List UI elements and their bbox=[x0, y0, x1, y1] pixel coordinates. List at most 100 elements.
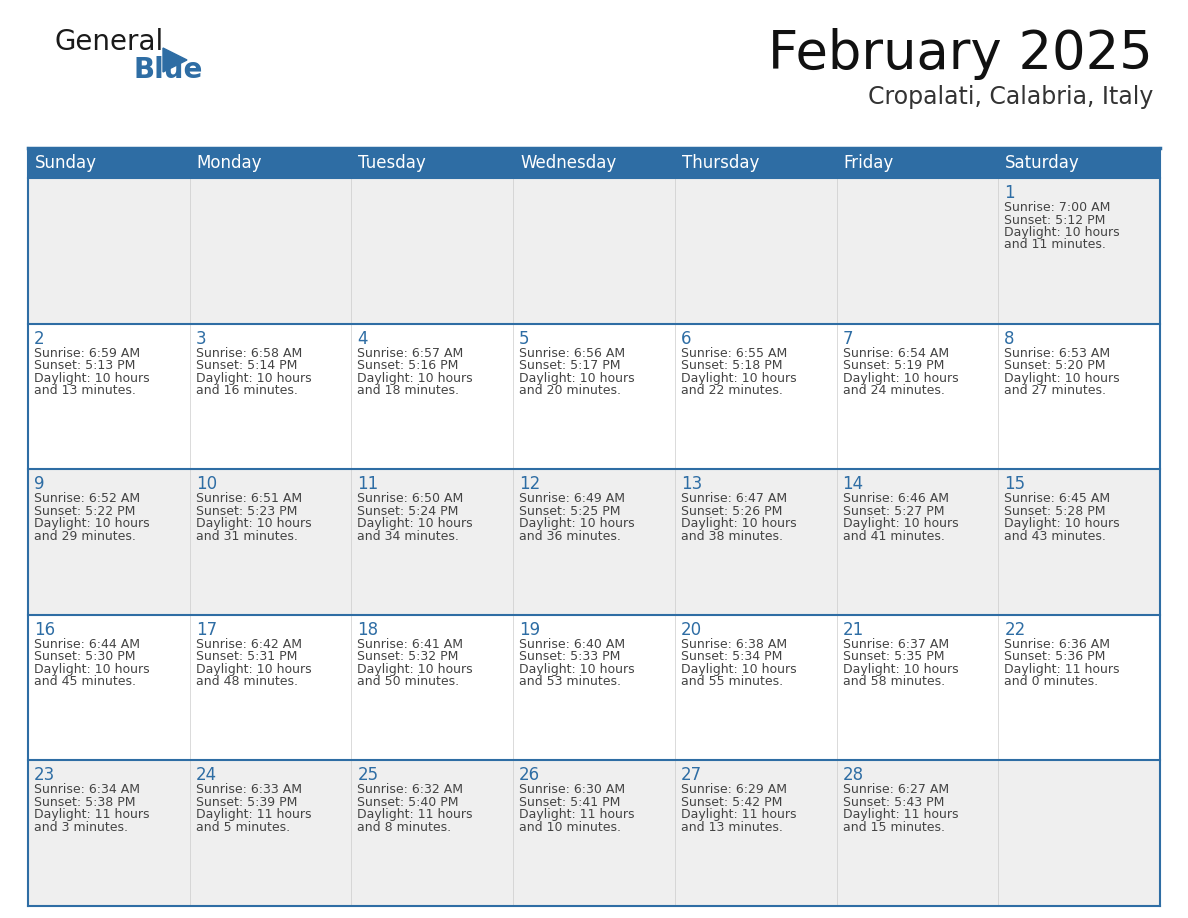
Text: Daylight: 11 hours: Daylight: 11 hours bbox=[34, 809, 150, 822]
Bar bbox=[513, 324, 675, 469]
Text: Daylight: 10 hours: Daylight: 10 hours bbox=[842, 372, 959, 385]
Text: 21: 21 bbox=[842, 621, 864, 639]
Text: Sunset: 5:41 PM: Sunset: 5:41 PM bbox=[519, 796, 620, 809]
Bar bbox=[352, 469, 513, 615]
Text: Daylight: 10 hours: Daylight: 10 hours bbox=[1004, 226, 1120, 239]
Text: 1: 1 bbox=[1004, 184, 1015, 202]
Text: Sunrise: 6:36 AM: Sunrise: 6:36 AM bbox=[1004, 638, 1111, 651]
Text: Daylight: 10 hours: Daylight: 10 hours bbox=[196, 517, 311, 531]
Text: and 11 minutes.: and 11 minutes. bbox=[1004, 239, 1106, 252]
Text: Sunset: 5:36 PM: Sunset: 5:36 PM bbox=[1004, 650, 1106, 664]
Text: Sunrise: 6:56 AM: Sunrise: 6:56 AM bbox=[519, 347, 625, 360]
Text: and 0 minutes.: and 0 minutes. bbox=[1004, 676, 1099, 688]
Text: and 34 minutes.: and 34 minutes. bbox=[358, 530, 460, 543]
Polygon shape bbox=[163, 48, 187, 72]
Bar bbox=[29, 324, 190, 469]
Bar bbox=[836, 760, 998, 906]
Text: 11: 11 bbox=[358, 476, 379, 493]
Text: February 2025: February 2025 bbox=[769, 28, 1154, 80]
Text: 15: 15 bbox=[1004, 476, 1025, 493]
Bar bbox=[29, 615, 190, 760]
Text: and 58 minutes.: and 58 minutes. bbox=[842, 676, 944, 688]
Text: Sunrise: 6:46 AM: Sunrise: 6:46 AM bbox=[842, 492, 948, 505]
Text: and 3 minutes.: and 3 minutes. bbox=[34, 821, 128, 834]
Bar bbox=[675, 148, 836, 178]
Text: 20: 20 bbox=[681, 621, 702, 639]
Text: Sunset: 5:28 PM: Sunset: 5:28 PM bbox=[1004, 505, 1106, 518]
Text: Sunrise: 6:58 AM: Sunrise: 6:58 AM bbox=[196, 347, 302, 360]
Bar bbox=[513, 148, 675, 178]
Text: Sunset: 5:42 PM: Sunset: 5:42 PM bbox=[681, 796, 782, 809]
Bar bbox=[998, 148, 1159, 178]
Text: Sunrise: 6:27 AM: Sunrise: 6:27 AM bbox=[842, 783, 949, 797]
Text: Daylight: 10 hours: Daylight: 10 hours bbox=[1004, 372, 1120, 385]
Text: 7: 7 bbox=[842, 330, 853, 348]
Text: Sunset: 5:26 PM: Sunset: 5:26 PM bbox=[681, 505, 782, 518]
Text: Sunset: 5:30 PM: Sunset: 5:30 PM bbox=[34, 650, 135, 664]
Text: Sunrise: 6:37 AM: Sunrise: 6:37 AM bbox=[842, 638, 949, 651]
Text: Sunset: 5:35 PM: Sunset: 5:35 PM bbox=[842, 650, 944, 664]
Text: 13: 13 bbox=[681, 476, 702, 493]
Text: Daylight: 11 hours: Daylight: 11 hours bbox=[842, 809, 958, 822]
Text: Daylight: 10 hours: Daylight: 10 hours bbox=[519, 372, 634, 385]
Text: Sunrise: 6:47 AM: Sunrise: 6:47 AM bbox=[681, 492, 786, 505]
Text: and 36 minutes.: and 36 minutes. bbox=[519, 530, 621, 543]
Text: Sunrise: 6:29 AM: Sunrise: 6:29 AM bbox=[681, 783, 786, 797]
Text: Sunrise: 6:44 AM: Sunrise: 6:44 AM bbox=[34, 638, 140, 651]
Bar bbox=[675, 178, 836, 324]
Text: Sunset: 5:20 PM: Sunset: 5:20 PM bbox=[1004, 359, 1106, 372]
Text: Sunrise: 6:55 AM: Sunrise: 6:55 AM bbox=[681, 347, 788, 360]
Text: Daylight: 10 hours: Daylight: 10 hours bbox=[842, 663, 959, 676]
Text: Sunrise: 6:53 AM: Sunrise: 6:53 AM bbox=[1004, 347, 1111, 360]
Text: Daylight: 10 hours: Daylight: 10 hours bbox=[196, 663, 311, 676]
Text: and 13 minutes.: and 13 minutes. bbox=[34, 384, 135, 397]
Text: Sunset: 5:32 PM: Sunset: 5:32 PM bbox=[358, 650, 459, 664]
Bar bbox=[998, 178, 1159, 324]
Text: Daylight: 10 hours: Daylight: 10 hours bbox=[681, 517, 796, 531]
Text: Daylight: 10 hours: Daylight: 10 hours bbox=[519, 663, 634, 676]
Text: Sunrise: 6:42 AM: Sunrise: 6:42 AM bbox=[196, 638, 302, 651]
Bar bbox=[190, 324, 352, 469]
Bar bbox=[352, 148, 513, 178]
Text: Sunrise: 6:32 AM: Sunrise: 6:32 AM bbox=[358, 783, 463, 797]
Text: 27: 27 bbox=[681, 767, 702, 784]
Bar bbox=[352, 178, 513, 324]
Text: Sunset: 5:38 PM: Sunset: 5:38 PM bbox=[34, 796, 135, 809]
Text: Sunset: 5:14 PM: Sunset: 5:14 PM bbox=[196, 359, 297, 372]
Bar bbox=[352, 760, 513, 906]
Bar bbox=[675, 760, 836, 906]
Text: 3: 3 bbox=[196, 330, 207, 348]
Text: and 41 minutes.: and 41 minutes. bbox=[842, 530, 944, 543]
Bar bbox=[190, 178, 352, 324]
Text: 2: 2 bbox=[34, 330, 45, 348]
Text: Daylight: 10 hours: Daylight: 10 hours bbox=[1004, 517, 1120, 531]
Bar bbox=[190, 469, 352, 615]
Bar bbox=[513, 469, 675, 615]
Text: Sunday: Sunday bbox=[34, 154, 97, 172]
Text: Sunset: 5:22 PM: Sunset: 5:22 PM bbox=[34, 505, 135, 518]
Text: Sunset: 5:18 PM: Sunset: 5:18 PM bbox=[681, 359, 783, 372]
Text: 6: 6 bbox=[681, 330, 691, 348]
Text: 25: 25 bbox=[358, 767, 379, 784]
Bar bbox=[675, 469, 836, 615]
Text: Sunrise: 6:54 AM: Sunrise: 6:54 AM bbox=[842, 347, 949, 360]
Text: Daylight: 11 hours: Daylight: 11 hours bbox=[196, 809, 311, 822]
Text: and 53 minutes.: and 53 minutes. bbox=[519, 676, 621, 688]
Bar bbox=[675, 615, 836, 760]
Text: Sunset: 5:24 PM: Sunset: 5:24 PM bbox=[358, 505, 459, 518]
Text: and 27 minutes.: and 27 minutes. bbox=[1004, 384, 1106, 397]
Bar bbox=[190, 615, 352, 760]
Text: Sunrise: 6:59 AM: Sunrise: 6:59 AM bbox=[34, 347, 140, 360]
Text: Blue: Blue bbox=[133, 56, 202, 84]
Bar bbox=[513, 178, 675, 324]
Text: 9: 9 bbox=[34, 476, 44, 493]
Bar bbox=[513, 615, 675, 760]
Bar bbox=[29, 148, 190, 178]
Bar bbox=[836, 469, 998, 615]
Text: and 16 minutes.: and 16 minutes. bbox=[196, 384, 297, 397]
Text: Sunset: 5:25 PM: Sunset: 5:25 PM bbox=[519, 505, 620, 518]
Text: Sunrise: 6:57 AM: Sunrise: 6:57 AM bbox=[358, 347, 463, 360]
Text: 17: 17 bbox=[196, 621, 217, 639]
Text: Sunset: 5:16 PM: Sunset: 5:16 PM bbox=[358, 359, 459, 372]
Text: Sunset: 5:40 PM: Sunset: 5:40 PM bbox=[358, 796, 459, 809]
